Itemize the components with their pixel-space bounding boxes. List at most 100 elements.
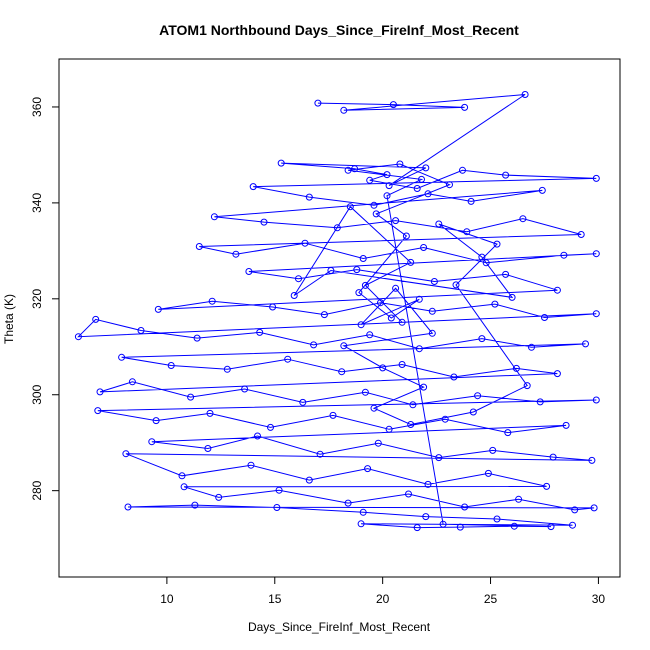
data-point: [223, 365, 231, 373]
data-point: [359, 255, 367, 262]
data-point: [478, 335, 486, 343]
data-point: [351, 165, 359, 173]
data-point: [154, 305, 162, 313]
data-point: [493, 515, 501, 523]
data-point: [387, 314, 395, 322]
data-point: [357, 520, 365, 528]
data-point: [528, 343, 535, 351]
y-tick-label: 360: [30, 97, 44, 117]
data-point: [310, 341, 318, 349]
data-point: [210, 213, 218, 221]
data-point: [536, 398, 544, 406]
data-point: [592, 310, 600, 318]
data-point: [456, 523, 464, 531]
data-point: [592, 396, 600, 404]
data-point: [441, 415, 449, 423]
data-point: [193, 334, 201, 342]
data-point: [504, 429, 512, 437]
data-point: [523, 382, 531, 390]
data-point: [122, 450, 130, 458]
data-point: [379, 364, 387, 372]
x-axis-label: Days_Since_FireInf_Most_Recent: [248, 620, 431, 634]
data-point: [409, 401, 417, 409]
data-point: [493, 240, 501, 248]
data-point: [392, 284, 400, 292]
data-point: [461, 103, 469, 111]
plot-area: [74, 91, 600, 532]
data-point: [269, 303, 277, 311]
y-axis: 280 300 320 340 360: [30, 97, 59, 501]
data-point: [215, 493, 223, 501]
data-point: [366, 176, 374, 184]
data-point: [178, 472, 186, 480]
plot-frame: [58, 58, 621, 578]
data-point: [422, 513, 430, 521]
data-point: [452, 281, 460, 289]
data-point: [206, 409, 214, 417]
data-point: [582, 340, 589, 348]
data-point: [562, 421, 570, 429]
data-point: [301, 239, 309, 247]
data-point: [366, 331, 374, 339]
data-point: [553, 286, 561, 294]
data-point: [510, 522, 518, 530]
data-point: [502, 171, 510, 179]
x-tick-label: 20: [376, 592, 390, 606]
data-point: [547, 523, 555, 531]
data-point: [329, 411, 337, 419]
data-point: [560, 251, 568, 259]
data-point: [316, 450, 324, 458]
data-point: [413, 524, 421, 532]
data-point: [167, 362, 175, 369]
y-tick-label: 320: [30, 288, 44, 308]
y-tick-label: 280: [30, 480, 44, 500]
data-point: [208, 297, 216, 305]
data-point: [467, 197, 475, 205]
data-point: [463, 228, 471, 236]
data-point: [515, 495, 523, 503]
data-point: [430, 278, 438, 285]
data-point: [148, 438, 156, 446]
data-point: [469, 408, 477, 416]
data-point: [249, 183, 257, 191]
data-point: [232, 250, 240, 258]
data-point: [361, 388, 369, 396]
data-point: [191, 501, 199, 509]
data-point: [405, 490, 412, 498]
data-point: [407, 421, 415, 428]
data-point: [420, 244, 428, 251]
x-tick-label: 25: [484, 592, 498, 606]
y-tick-label: 340: [30, 193, 44, 213]
data-point: [491, 300, 499, 308]
data-point: [420, 383, 428, 391]
data-point: [361, 281, 369, 289]
data-point: [478, 253, 486, 261]
data-point: [96, 388, 104, 396]
data-point: [502, 270, 510, 278]
data-point: [590, 504, 598, 512]
data-point: [290, 292, 298, 299]
data-point: [489, 446, 497, 454]
data-point: [474, 392, 482, 400]
data-point: [305, 476, 313, 484]
data-point: [398, 361, 406, 368]
data-point: [204, 445, 212, 452]
data-point: [284, 355, 292, 363]
data-point: [273, 504, 281, 511]
data-point: [543, 482, 551, 490]
data-point: [320, 311, 328, 319]
data-point: [370, 404, 378, 412]
data-point: [538, 186, 546, 194]
data-point: [428, 329, 436, 337]
data-point: [383, 171, 391, 179]
data-point: [247, 461, 255, 469]
data-point: [435, 454, 443, 462]
data-point: [74, 333, 82, 341]
data-point: [187, 393, 195, 401]
data-point: [392, 217, 400, 225]
data-point: [346, 203, 354, 211]
data-point: [402, 232, 410, 240]
data-point: [407, 258, 415, 266]
data-point: [549, 453, 557, 461]
